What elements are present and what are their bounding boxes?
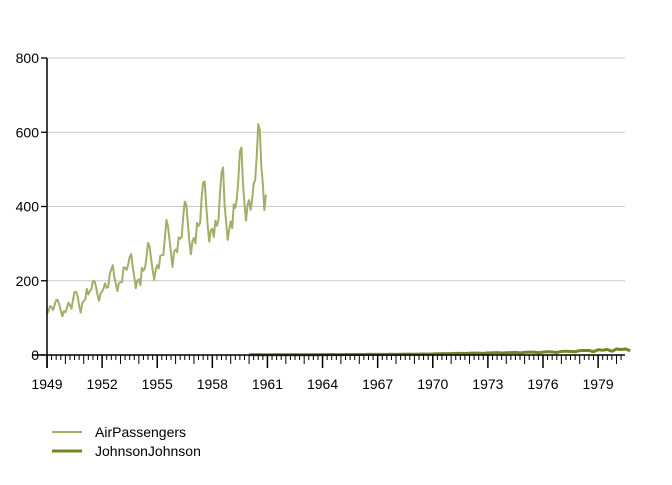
x-tick-label: 1961	[252, 376, 283, 392]
y-tick-label: 200	[16, 273, 40, 289]
x-tick-label: 1967	[362, 376, 393, 392]
x-tick-label: 1979	[583, 376, 614, 392]
x-tick-label: 1973	[472, 376, 503, 392]
x-tick-label: 1964	[307, 376, 338, 392]
legend-label: AirPassengers	[95, 424, 186, 440]
y-tick-label: 600	[16, 124, 40, 140]
x-tick-label: 1970	[417, 376, 448, 392]
series-line-AirPassengers	[46, 123, 267, 318]
y-tick-label: 400	[16, 199, 40, 215]
x-tick-label: 1949	[31, 376, 62, 392]
x-tick-label: 1958	[197, 376, 228, 392]
x-tick-label: 1976	[527, 376, 558, 392]
x-tick-label: 1955	[142, 376, 173, 392]
legend-label: JohnsonJohnson	[95, 443, 201, 459]
y-tick-label: 800	[16, 50, 40, 66]
series-line-JohnsonJohnson	[249, 347, 631, 357]
x-tick-label: 1952	[87, 376, 118, 392]
